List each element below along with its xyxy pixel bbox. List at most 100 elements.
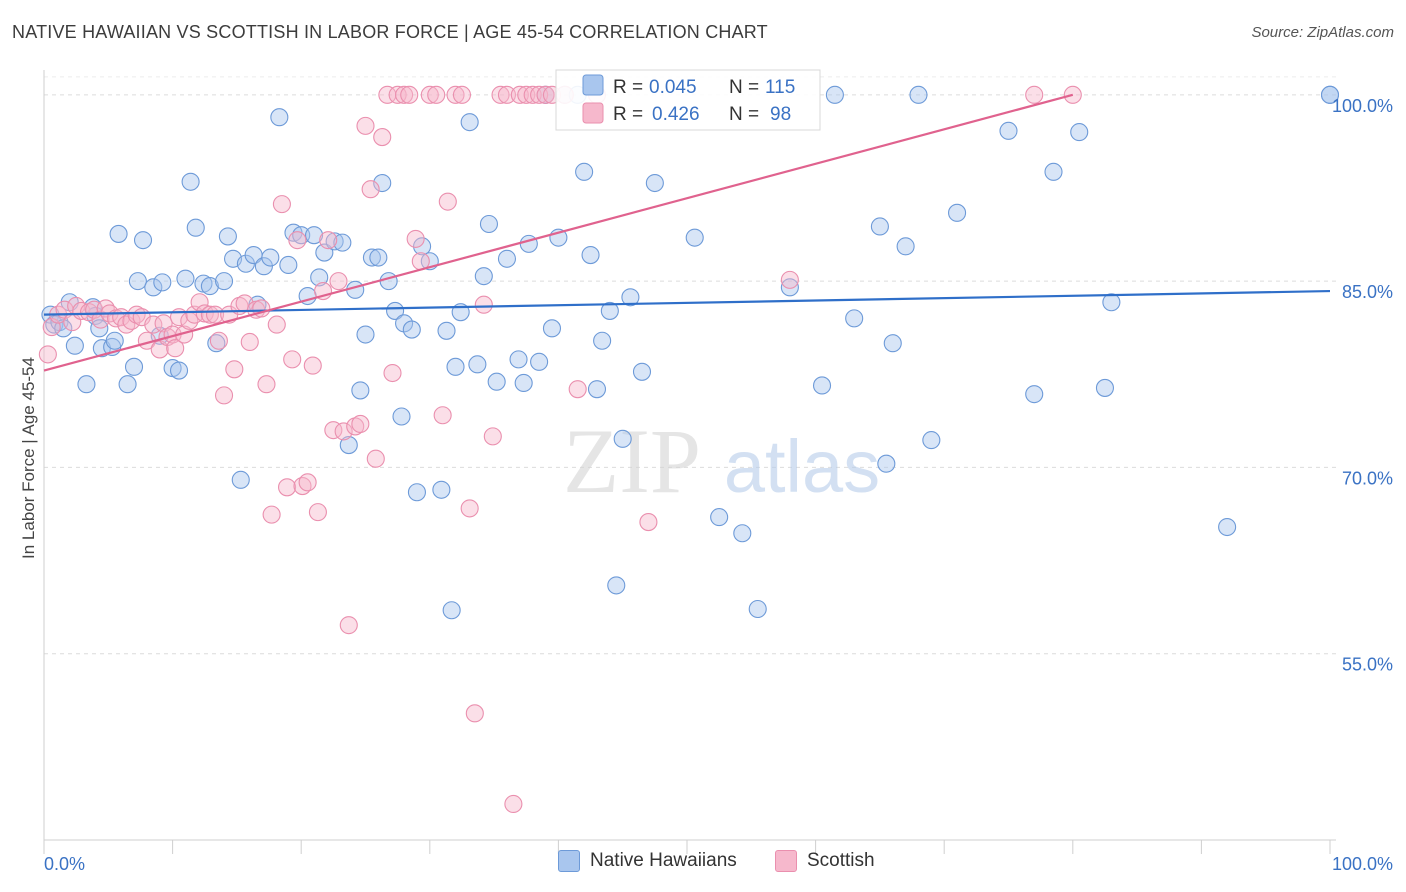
point-scottish-96 <box>1025 85 1044 104</box>
point-native-hawaiians-17 <box>133 231 153 250</box>
point-native-hawaiians-37 <box>261 248 280 267</box>
point-scottish-77 <box>452 85 472 104</box>
legend-item-scottish[interactable]: Scottish <box>775 850 875 872</box>
point-native-hawaiians-14 <box>118 375 137 394</box>
point-native-hawaiians-23 <box>176 269 195 288</box>
point-native-hawaiians-3 <box>54 319 73 338</box>
point-scottish-83 <box>497 85 517 104</box>
point-native-hawaiians-16 <box>128 272 147 291</box>
point-native-hawaiians-24 <box>181 172 200 191</box>
point-native-hawaiians-116 <box>1320 85 1340 104</box>
x-tick-labels: 0.0% 100.0% <box>44 854 1393 874</box>
point-scottish-42 <box>257 375 276 394</box>
point-scottish-36 <box>225 360 244 379</box>
point-scottish-82 <box>491 85 510 104</box>
point-scottish-73 <box>427 85 446 104</box>
point-scottish-81 <box>483 427 502 446</box>
stats-r-value-blue: 0.045 <box>649 77 697 98</box>
point-native-hawaiians-27 <box>200 277 219 296</box>
point-scottish-33 <box>209 331 228 350</box>
point-native-hawaiians-59 <box>402 320 421 339</box>
point-scottish-89 <box>536 85 555 104</box>
point-native-hawaiians-55 <box>379 272 398 291</box>
point-scottish-46 <box>278 478 297 497</box>
stats-r-label-blue: R = <box>613 77 643 98</box>
point-scottish-64 <box>373 128 392 147</box>
point-native-hawaiians-88 <box>607 576 626 595</box>
point-native-hawaiians-29 <box>214 272 234 291</box>
point-scottish-9 <box>91 310 110 329</box>
point-native-hawaiians-56 <box>386 301 405 320</box>
point-native-hawaiians-112 <box>1095 378 1114 397</box>
point-native-hawaiians-61 <box>413 237 432 256</box>
x-tick-label-start: 0.0% <box>44 854 85 874</box>
point-native-hawaiians-77 <box>530 352 549 371</box>
point-scottish-76 <box>446 85 465 104</box>
point-scottish-78 <box>460 499 479 518</box>
point-native-hawaiians-84 <box>581 245 600 265</box>
point-native-hawaiians-43 <box>305 226 324 245</box>
point-native-hawaiians-85 <box>587 380 607 399</box>
point-scottish-50 <box>298 473 317 492</box>
point-scottish-54 <box>319 231 338 250</box>
watermark-zip: ZIP <box>563 410 701 512</box>
y-axis-label: In Labor Force | Age 45-54 <box>19 357 38 559</box>
point-native-hawaiians-68 <box>460 113 479 132</box>
point-scottish-80 <box>474 295 493 314</box>
trend-lines <box>43 93 1331 372</box>
point-native-hawaiians-53 <box>369 248 388 267</box>
point-scottish-58 <box>339 616 358 635</box>
point-native-hawaiians-20 <box>153 273 172 292</box>
point-native-hawaiians-90 <box>621 288 640 307</box>
stats-legend: R = 0.045 N = 115 R = 0.426 N = 98 <box>555 69 821 131</box>
point-native-hawaiians-109 <box>1025 385 1044 404</box>
stats-r-label-pink: R = <box>613 104 643 125</box>
point-native-hawaiians-114 <box>1218 517 1237 537</box>
point-native-hawaiians-57 <box>392 407 411 426</box>
point-scottish-87 <box>523 85 542 104</box>
legend-item-native-hawaiians[interactable]: Native Hawaiians <box>558 850 737 872</box>
series-scottish <box>38 85 1082 814</box>
point-native-hawaiians-22 <box>169 361 189 380</box>
bottom-legend: Native Hawaiians Scottish <box>0 850 1406 880</box>
point-scottish-75 <box>438 192 457 211</box>
stats-n-label-blue: N = <box>729 77 759 98</box>
point-scottish-51 <box>303 356 322 375</box>
point-native-hawaiians-18 <box>144 278 163 297</box>
point-scottish-86 <box>517 85 536 104</box>
axes <box>43 70 1336 854</box>
point-native-hawaiians-1 <box>45 315 64 334</box>
point-scottish-57 <box>334 422 353 441</box>
point-native-hawaiians-5 <box>65 336 84 355</box>
point-native-hawaiians-71 <box>479 214 499 234</box>
chart-title: NATIVE HAWAIIAN VS SCOTTISH IN LABOR FOR… <box>12 22 768 42</box>
point-native-hawaiians-106 <box>922 431 941 450</box>
x-tick-label-end: 100.0% <box>1332 854 1393 874</box>
point-native-hawaiians-50 <box>351 381 370 400</box>
point-native-hawaiians-110 <box>1044 162 1063 181</box>
point-native-hawaiians-97 <box>780 278 799 297</box>
y-tick-labels: 55.0% 70.0% 85.0% 100.0% <box>1332 96 1393 675</box>
point-scottish-48 <box>288 231 307 250</box>
point-native-hawaiians-6 <box>77 375 96 394</box>
point-scottish-72 <box>420 85 439 104</box>
y-tick-label-1: 70.0% <box>1342 468 1393 488</box>
point-scottish-56 <box>329 272 348 291</box>
point-native-hawaiians-83 <box>575 162 594 181</box>
point-scottish-43 <box>262 505 281 524</box>
point-scottish-45 <box>272 195 291 214</box>
point-native-hawaiians-72 <box>487 372 506 391</box>
trend-line-native-hawaiians <box>43 289 1331 316</box>
series-native-hawaiians <box>41 85 1340 620</box>
y-tick-label-3: 100.0% <box>1332 96 1393 116</box>
point-scottish-59 <box>346 417 365 436</box>
point-native-hawaiians-66 <box>446 357 465 376</box>
legend-label-scottish: Scottish <box>807 850 875 871</box>
point-native-hawaiians-95 <box>733 524 752 543</box>
point-native-hawaiians-13 <box>109 224 128 243</box>
source-attribution: Source: ZipAtlas.com <box>1251 24 1394 41</box>
point-native-hawaiians-32 <box>231 470 250 489</box>
point-native-hawaiians-69 <box>468 355 487 374</box>
point-scottish-94 <box>639 513 658 532</box>
